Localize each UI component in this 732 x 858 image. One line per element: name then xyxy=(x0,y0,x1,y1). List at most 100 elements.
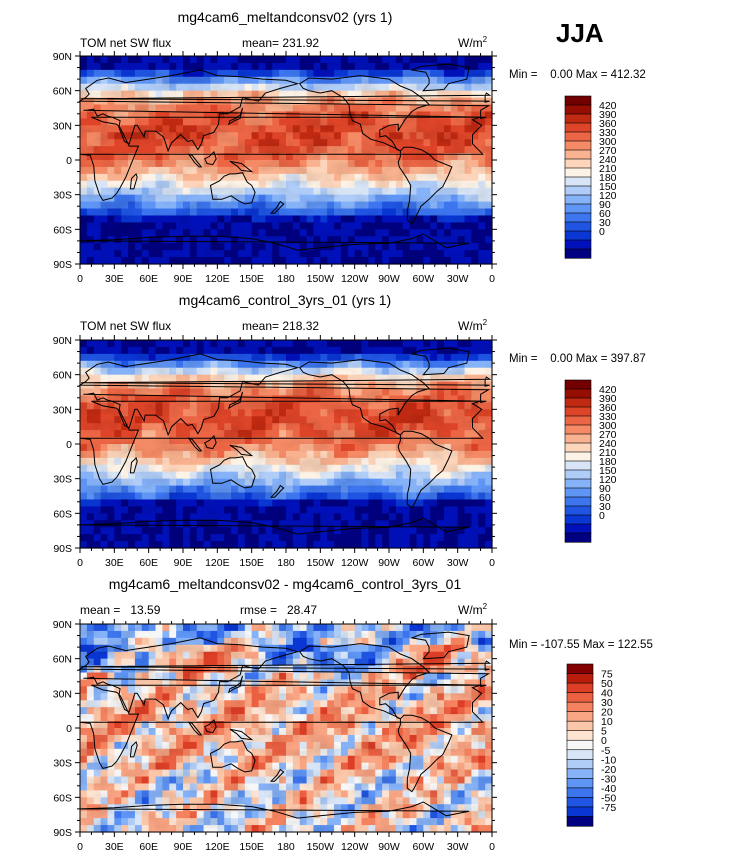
coastline xyxy=(81,376,492,387)
x-tick-label: 60E xyxy=(139,273,158,285)
coastline xyxy=(187,437,203,452)
y-tick-label: 60S xyxy=(53,224,72,236)
coastline xyxy=(229,160,254,173)
y-tick-label: 90N xyxy=(53,51,72,63)
colorbar-box xyxy=(564,505,592,516)
x-tick-label: 150E xyxy=(239,557,264,569)
x-tick-label: 30W xyxy=(447,557,469,569)
x-tick-label: 0 xyxy=(489,273,495,285)
panel-2: mg4cam6_control_3yrs_01 (yrs 1) TOM net … xyxy=(53,292,646,569)
coastline xyxy=(78,69,491,153)
colorbar-label: 420 xyxy=(599,384,617,396)
colorbar-label: 0 xyxy=(599,226,605,238)
colorbar-box xyxy=(564,131,592,142)
coastline xyxy=(78,353,491,437)
coastline xyxy=(187,153,203,168)
coastline xyxy=(81,92,492,103)
colorbar-label: 0 xyxy=(599,510,605,522)
colorbar-box xyxy=(564,221,592,232)
colorbar-label: 30 xyxy=(599,217,611,229)
colorbar-box xyxy=(564,239,592,250)
panel-title: mg4cam6_meltandconsv02 (yrs 1) xyxy=(178,9,393,25)
colorbar-box xyxy=(564,248,592,259)
panel-stats: Min = 0.00 Max = 412.32 xyxy=(509,69,646,81)
colorbar-label: 330 xyxy=(599,411,617,423)
x-tick-label: 0 xyxy=(77,557,83,569)
colorbar-label: 60 xyxy=(599,208,611,220)
x-tick-label: 60W xyxy=(413,273,435,285)
coastline xyxy=(269,200,285,214)
colorbar-box xyxy=(564,379,592,390)
colorbar-box xyxy=(564,194,592,205)
y-tick-label: 90S xyxy=(53,259,72,271)
colorbar-label: 120 xyxy=(599,474,617,486)
coastline xyxy=(79,517,470,548)
coastline xyxy=(209,172,256,205)
coastline xyxy=(79,400,484,485)
colorbar-label: 120 xyxy=(599,190,617,202)
x-tick-label: 60E xyxy=(139,557,158,569)
colorbar-box xyxy=(564,424,592,435)
panel-center-label: mean= 218.32 xyxy=(242,319,319,333)
x-tick-label: 150W xyxy=(307,273,335,285)
x-tick-label: 0 xyxy=(489,557,495,569)
coastline xyxy=(129,172,138,190)
colorbar-label: 90 xyxy=(599,483,611,495)
panel-3: mg4cam6_meltandconsv02 - mg4cam6_control… xyxy=(53,576,653,853)
panel-units: W/m2 xyxy=(458,318,488,333)
colorbar-label: 330 xyxy=(599,127,617,139)
x-tick-label: 90E xyxy=(174,273,193,285)
x-tick-label: 120W xyxy=(341,557,369,569)
x-tick-label: 180 xyxy=(277,557,295,569)
colorbar-label: 270 xyxy=(599,145,617,157)
colorbar-label: 150 xyxy=(599,181,617,193)
colorbar-box xyxy=(564,460,592,471)
colorbar-label: 90 xyxy=(599,199,611,211)
colorbar-box xyxy=(564,149,592,160)
x-tick-label: 90W xyxy=(378,557,400,569)
x-tick-label: 0 xyxy=(77,273,83,285)
y-tick-label: 30N xyxy=(53,404,72,416)
coastline xyxy=(204,434,217,450)
colorbar-box xyxy=(564,478,592,489)
season-label: JJA xyxy=(556,18,604,48)
colorbar-box xyxy=(564,95,592,106)
y-tick-label: 90S xyxy=(53,543,72,555)
colorbar-label: 240 xyxy=(599,154,617,166)
colorbar-box xyxy=(564,104,592,115)
colorbar-label: 240 xyxy=(599,438,617,450)
x-tick-label: 30E xyxy=(105,273,124,285)
map-area: 0 30E 60E 90E 120E 150E 180 150W 120W 90W 60W 30W 09… xyxy=(53,619,497,853)
x-tick-label: 90W xyxy=(378,273,400,285)
coastline xyxy=(79,233,470,264)
colorbar-box xyxy=(564,406,592,417)
x-tick-label: 150W xyxy=(307,557,335,569)
colorbar-label: 420 xyxy=(599,100,617,112)
y-tick-label: 30N xyxy=(53,120,72,132)
map-area: 0 30E 60E 90E 120E 150E 180 150W 120W 90W 60W 30W 09… xyxy=(53,335,497,569)
colorbar-box xyxy=(564,442,592,453)
panel-title: mg4cam6_control_3yrs_01 (yrs 1) xyxy=(179,292,391,308)
colorbar-box xyxy=(564,433,592,444)
colorbar-box xyxy=(564,203,592,214)
coastline xyxy=(410,63,470,92)
colorbar-box xyxy=(564,158,592,169)
panel-left-label: TOM net SW flux xyxy=(80,36,171,50)
coastline xyxy=(410,347,470,376)
x-tick-label: 30W xyxy=(447,273,469,285)
colorbar-box xyxy=(564,113,592,124)
colorbar-label: 60 xyxy=(599,492,611,504)
colorbar-box xyxy=(564,487,592,498)
y-tick-label: 60N xyxy=(53,370,72,382)
colorbar-label: 300 xyxy=(599,136,617,148)
x-tick-label: 120E xyxy=(205,273,230,285)
colorbar-label: 390 xyxy=(599,109,617,121)
colorbar-box xyxy=(564,185,592,196)
x-tick-label: 150E xyxy=(239,273,264,285)
x-tick-label: 120W xyxy=(341,273,369,285)
y-tick-label: 30S xyxy=(53,190,72,202)
y-tick-label: 60S xyxy=(53,508,72,520)
y-tick-label: 90N xyxy=(53,335,72,347)
